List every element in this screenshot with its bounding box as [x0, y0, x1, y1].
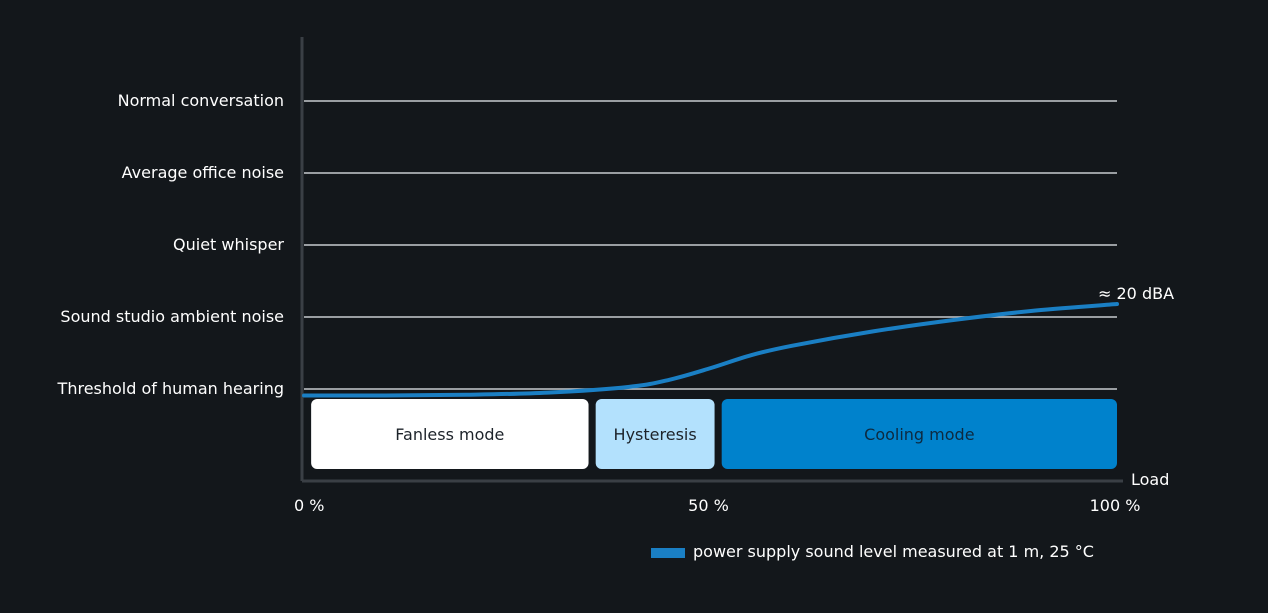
y-level-label: Threshold of human hearing: [57, 379, 284, 398]
mode-label: Hysteresis: [614, 425, 697, 444]
legend-swatch: [651, 548, 685, 558]
x-tick-label: 50 %: [688, 496, 729, 515]
x-axis-label: Load: [1131, 470, 1169, 489]
mode-label: Fanless mode: [395, 425, 504, 444]
y-level-label: Average office noise: [122, 163, 284, 182]
end-annotation: ≈ 20 dBA: [1098, 284, 1174, 303]
x-tick-labels: 0 % 50 % 100 %: [294, 496, 1140, 515]
y-level-label: Normal conversation: [118, 91, 284, 110]
mode-bands: Fanless mode Hysteresis Cooling mode: [311, 399, 1117, 469]
x-tick-label: 0 %: [294, 496, 324, 515]
mode-band: [311, 399, 589, 469]
series-line: [302, 302, 1119, 398]
mode-band: [721, 399, 1117, 469]
y-level-labels: Threshold of human hearing Sound studio a…: [57, 91, 285, 398]
legend-label: power supply sound level measured at 1 m…: [693, 542, 1094, 561]
legend: power supply sound level measured at 1 m…: [651, 542, 1094, 561]
mode-band: [595, 399, 715, 469]
y-level-label: Sound studio ambient noise: [60, 307, 284, 326]
grid-lines: [304, 100, 1117, 390]
mode-label: Cooling mode: [864, 425, 974, 444]
y-level-label: Quiet whisper: [173, 235, 284, 254]
x-tick-label: 100 %: [1090, 496, 1141, 515]
